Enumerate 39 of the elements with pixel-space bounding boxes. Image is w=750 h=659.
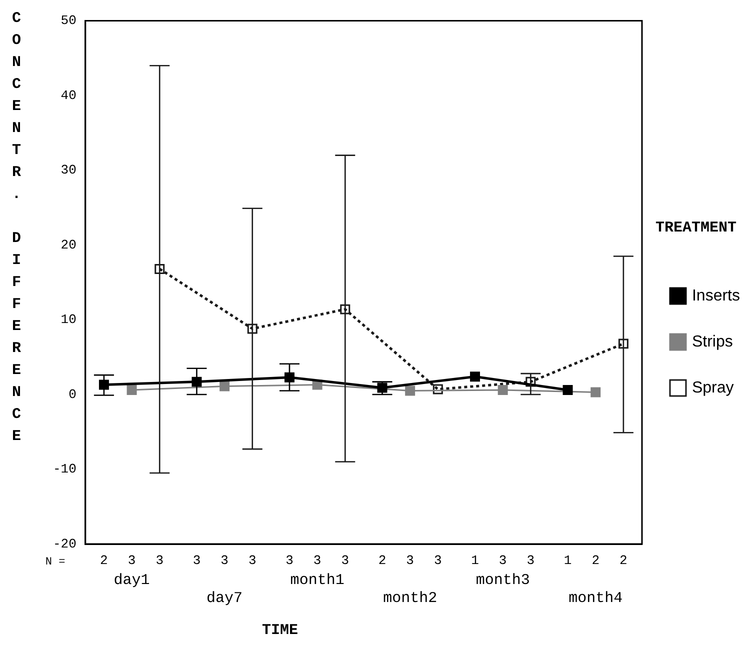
- text: 3: [286, 552, 294, 568]
- y-axis-title: CONCENTR. DIFFERENCE: [8, 10, 26, 450]
- text: 2: [592, 552, 600, 568]
- legend-label: Inserts: [692, 287, 740, 304]
- text: 2: [100, 552, 108, 568]
- y-tick-label: 0: [68, 386, 76, 402]
- x-tick-label: month1: [290, 572, 344, 589]
- x-tick-label: day1: [114, 572, 150, 589]
- text: 1: [471, 552, 480, 568]
- text: 2: [620, 552, 628, 568]
- legend-label: Spray: [692, 379, 734, 396]
- y-tick-label: 30: [60, 162, 76, 178]
- text: 3: [313, 552, 322, 568]
- x-tick-label: day7: [206, 590, 243, 607]
- y-tick-label: 10: [60, 312, 76, 328]
- y-tick-label: 40: [60, 88, 76, 103]
- legend-label: Strips: [692, 333, 733, 350]
- x-tick-label: month2: [383, 590, 438, 607]
- text: 3: [498, 552, 507, 568]
- text: N =: [45, 556, 66, 568]
- y-tick-label: -10: [53, 462, 76, 477]
- y-tick-label: -20: [53, 536, 76, 552]
- y-tick-label: 50: [60, 13, 76, 28]
- text: 3: [220, 552, 228, 568]
- text: 3: [434, 552, 442, 568]
- text: 3: [156, 552, 164, 568]
- legend-title: TREATMENT: [655, 219, 736, 236]
- x-axis-title: TIME: [260, 622, 299, 639]
- x-tick-label: month3: [476, 572, 530, 589]
- text: 3: [192, 552, 201, 568]
- text: 2: [378, 552, 386, 568]
- y-tick-label: 20: [60, 237, 76, 252]
- text: 3: [128, 552, 136, 568]
- text: 1: [564, 552, 572, 568]
- text: 3: [406, 552, 414, 568]
- text: 3: [341, 552, 350, 568]
- x-tick-label: month4: [568, 590, 623, 607]
- text: 3: [248, 552, 256, 568]
- text: 3: [526, 552, 535, 568]
